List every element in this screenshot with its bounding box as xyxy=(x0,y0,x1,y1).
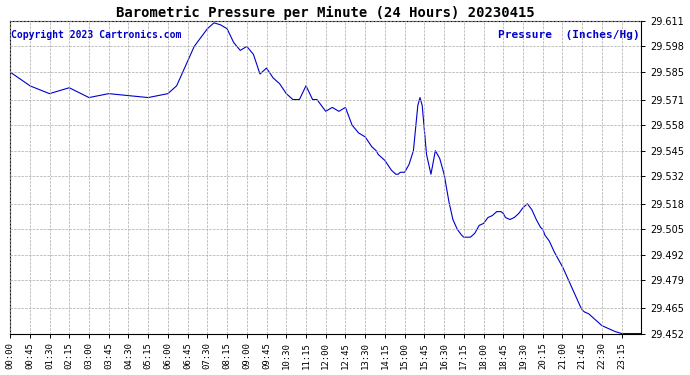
Title: Barometric Pressure per Minute (24 Hours) 20230415: Barometric Pressure per Minute (24 Hours… xyxy=(117,6,535,20)
Text: Copyright 2023 Cartronics.com: Copyright 2023 Cartronics.com xyxy=(11,30,181,40)
Text: Pressure  (Inches/Hg): Pressure (Inches/Hg) xyxy=(498,30,640,40)
